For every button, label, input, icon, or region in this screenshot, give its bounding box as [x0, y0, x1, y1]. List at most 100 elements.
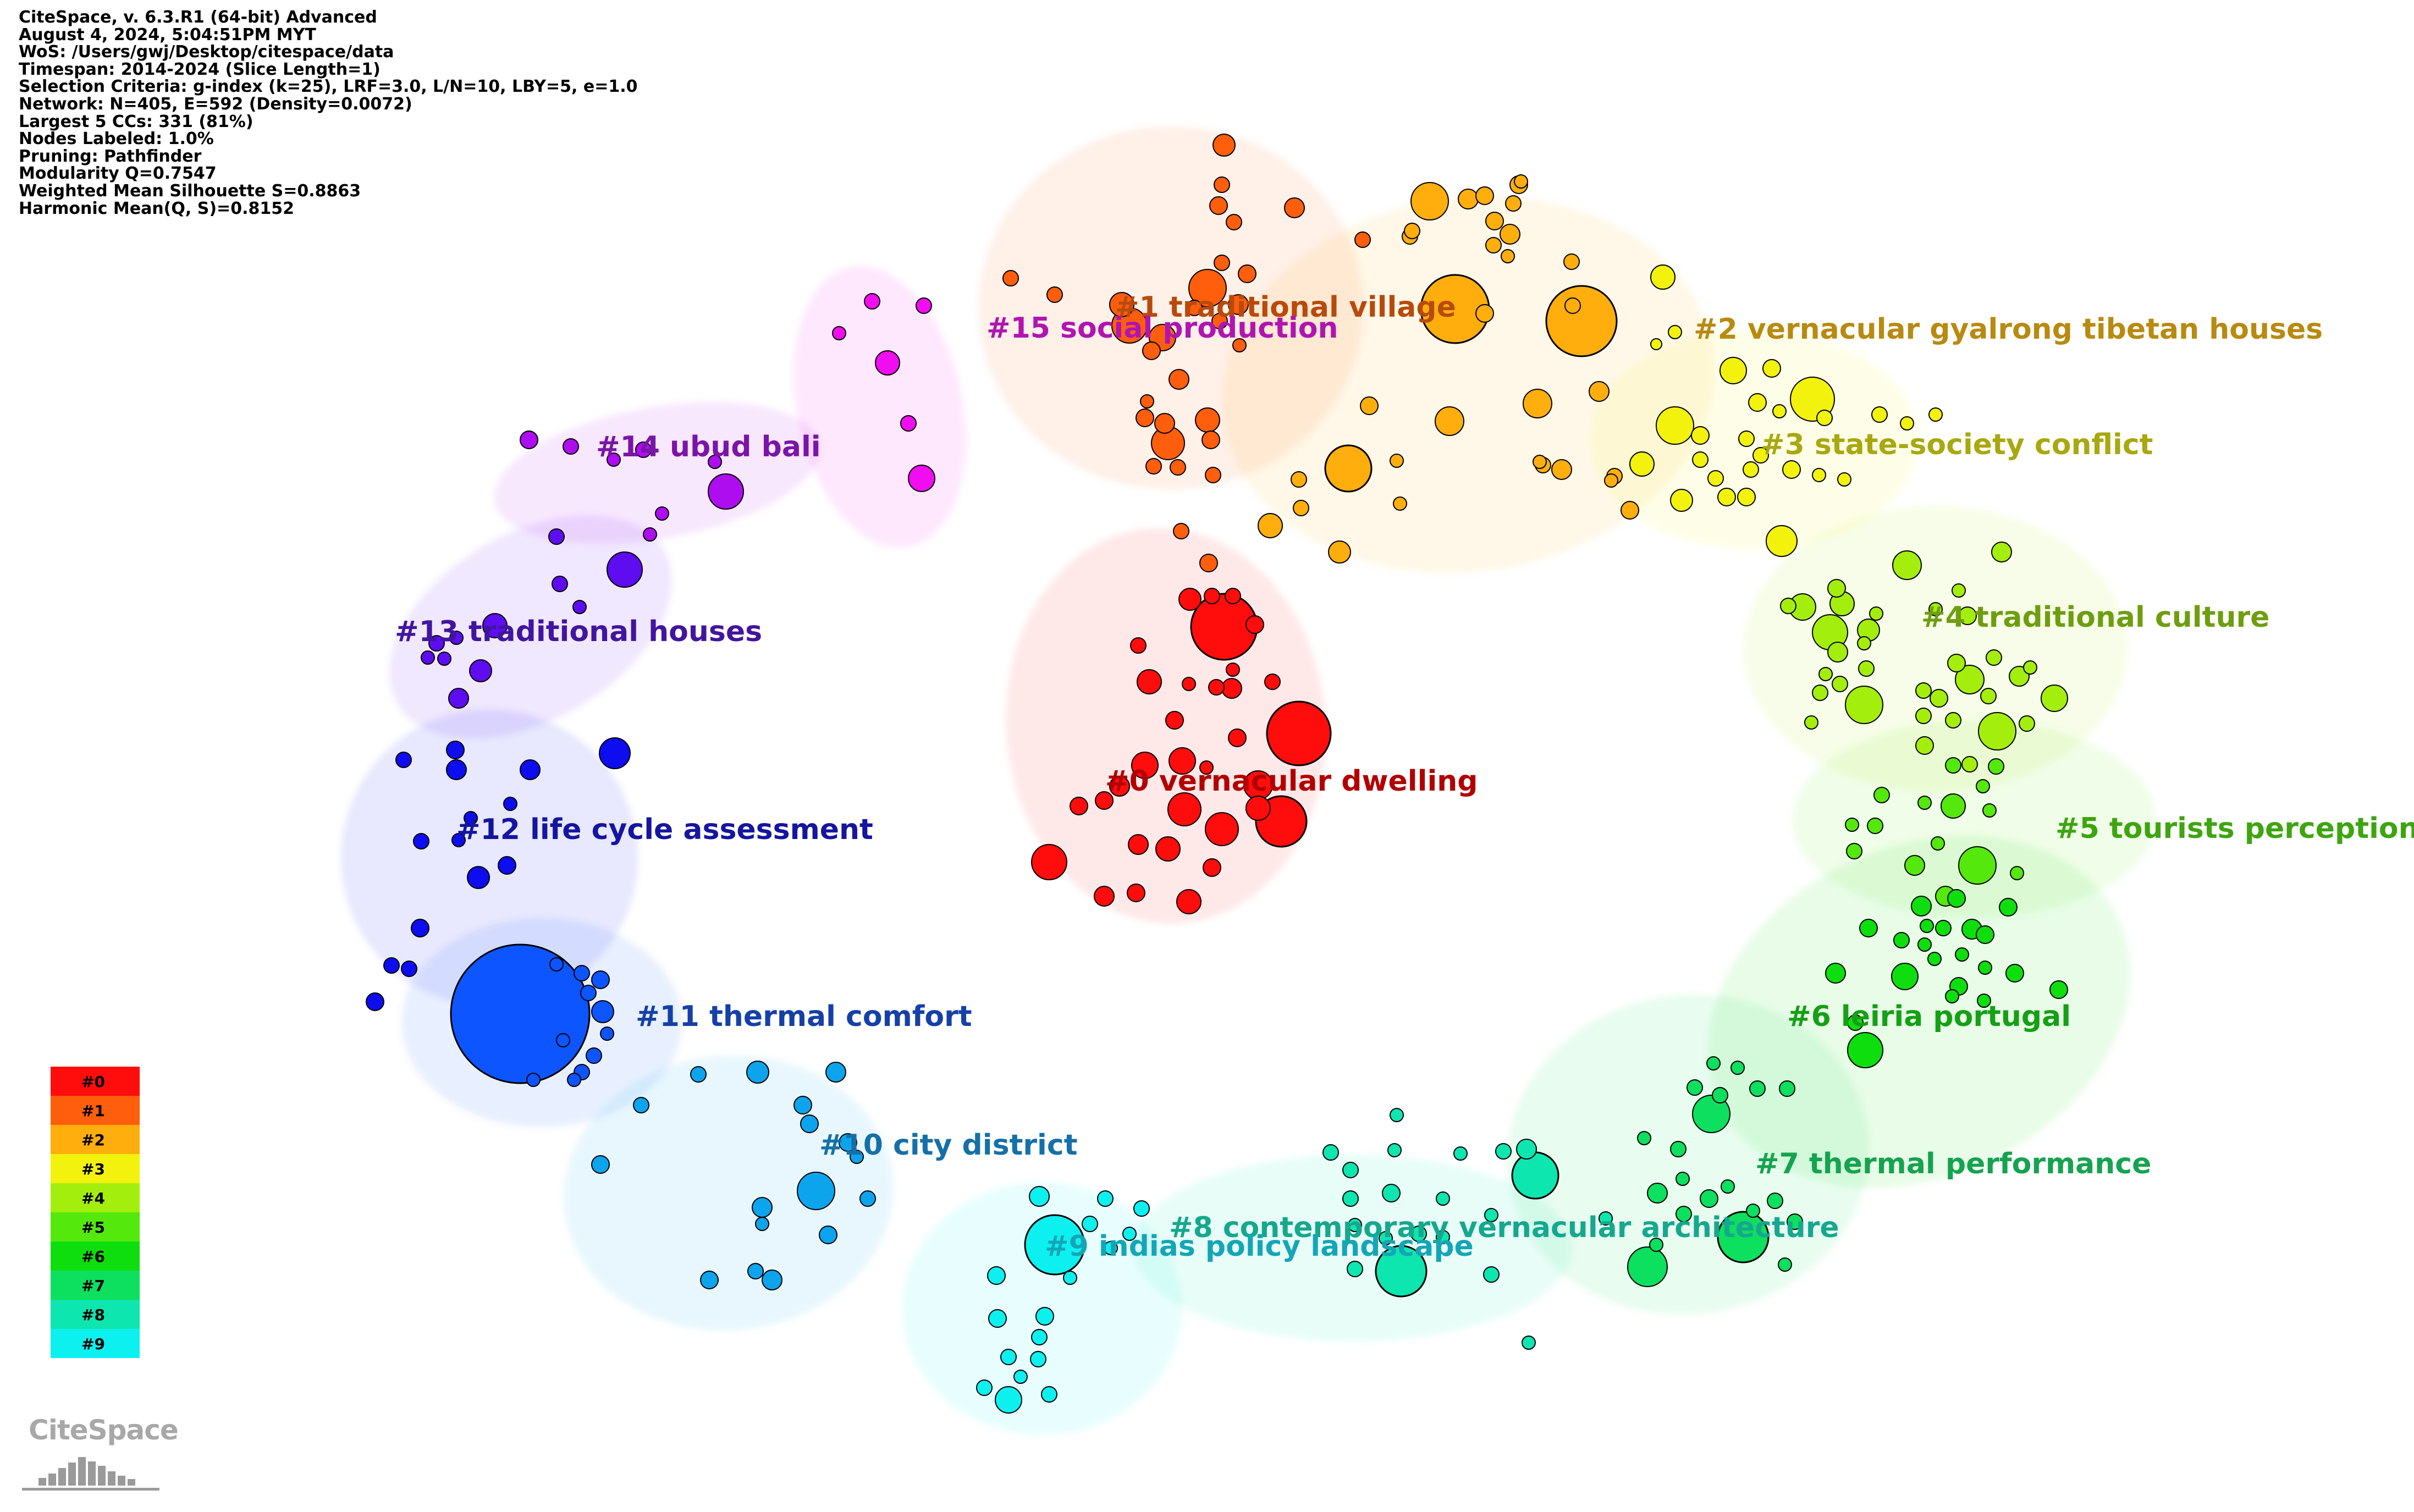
- node-cluster-0[interactable]: [1131, 752, 1159, 779]
- node-cluster-10[interactable]: [825, 1062, 846, 1083]
- node-cluster-1[interactable]: [1354, 231, 1371, 248]
- node-cluster-4[interactable]: [1857, 636, 1871, 650]
- node-cluster-3[interactable]: [1717, 488, 1736, 506]
- node-cluster-8[interactable]: [1379, 1231, 1393, 1245]
- node-cluster-0[interactable]: [1128, 834, 1149, 855]
- node-cluster-10[interactable]: [850, 1150, 864, 1164]
- node-cluster-1[interactable]: [1140, 394, 1154, 409]
- node-cluster-10[interactable]: [752, 1197, 773, 1218]
- node-cluster-8[interactable]: [1522, 1336, 1536, 1350]
- node-cluster-7[interactable]: [1706, 1056, 1721, 1070]
- node-cluster-6[interactable]: [1978, 961, 1992, 975]
- cluster-label-5[interactable]: #5 tourists perception: [2055, 812, 2414, 845]
- cluster-label-12[interactable]: #12 life cycle assessment: [456, 813, 873, 846]
- node-cluster-8[interactable]: [1453, 1146, 1468, 1161]
- node-cluster-5[interactable]: [1976, 779, 1990, 793]
- node-cluster-0[interactable]: [1137, 669, 1162, 694]
- node-cluster-13[interactable]: [428, 635, 445, 652]
- node-cluster-0[interactable]: [1264, 674, 1281, 690]
- node-cluster-2[interactable]: [1505, 195, 1522, 212]
- cluster-label-2[interactable]: #2 vernacular gyalrong tibetan houses: [1694, 313, 2323, 346]
- node-cluster-4[interactable]: [1991, 542, 2012, 562]
- node-cluster-3[interactable]: [1629, 451, 1655, 477]
- node-cluster-5[interactable]: [1917, 796, 1932, 810]
- node-cluster-7[interactable]: [1778, 1257, 1792, 1272]
- node-cluster-8[interactable]: [1483, 1266, 1500, 1283]
- node-cluster-2[interactable]: [1328, 540, 1351, 564]
- node-cluster-6[interactable]: [1847, 1032, 1883, 1068]
- node-cluster-7[interactable]: [1670, 1141, 1687, 1157]
- node-cluster-0[interactable]: [1228, 729, 1247, 747]
- node-cluster-14[interactable]: [635, 442, 652, 458]
- node-cluster-8[interactable]: [1410, 1226, 1427, 1242]
- node-cluster-3[interactable]: [1752, 447, 1769, 463]
- cluster-label-6[interactable]: #6 leiria portugal: [1787, 1000, 2071, 1033]
- node-cluster-7[interactable]: [1787, 1213, 1803, 1230]
- node-cluster-10[interactable]: [746, 1061, 769, 1084]
- node-cluster-10[interactable]: [700, 1271, 719, 1289]
- node-cluster-3[interactable]: [1650, 264, 1676, 290]
- node-cluster-13[interactable]: [449, 631, 464, 645]
- node-cluster-10[interactable]: [690, 1066, 707, 1083]
- node-cluster-8[interactable]: [1495, 1143, 1512, 1160]
- node-cluster-0[interactable]: [1094, 886, 1115, 907]
- node-cluster-1[interactable]: [1136, 409, 1154, 427]
- node-cluster-1[interactable]: [1212, 134, 1236, 157]
- node-cluster-1[interactable]: [1199, 554, 1218, 572]
- node-cluster-4[interactable]: [1961, 756, 1978, 772]
- node-cluster-2[interactable]: [1485, 212, 1504, 230]
- node-cluster-6[interactable]: [1947, 889, 1966, 908]
- node-cluster-3[interactable]: [1738, 431, 1755, 447]
- node-cluster-5[interactable]: [1988, 758, 2004, 775]
- node-cluster-1[interactable]: [1188, 269, 1227, 307]
- node-cluster-15[interactable]: [916, 297, 932, 314]
- node-cluster-12[interactable]: [520, 759, 541, 780]
- node-cluster-8[interactable]: [1516, 1139, 1537, 1160]
- node-cluster-4[interactable]: [1804, 715, 1818, 730]
- node-cluster-9[interactable]: [1029, 1186, 1050, 1207]
- node-cluster-13[interactable]: [448, 688, 469, 709]
- node-cluster-8[interactable]: [1599, 1211, 1613, 1226]
- node-cluster-0[interactable]: [1130, 637, 1147, 654]
- node-cluster-10[interactable]: [747, 1263, 764, 1279]
- node-cluster-0[interactable]: [1031, 844, 1067, 880]
- node-cluster-9[interactable]: [1035, 1307, 1054, 1326]
- node-cluster-0[interactable]: [1178, 588, 1202, 611]
- node-cluster-8[interactable]: [1375, 1245, 1428, 1298]
- node-cluster-4[interactable]: [1915, 708, 1932, 724]
- node-cluster-7[interactable]: [1627, 1246, 1668, 1287]
- node-cluster-2[interactable]: [1500, 224, 1520, 245]
- node-cluster-15[interactable]: [864, 293, 880, 310]
- node-cluster-2[interactable]: [1514, 174, 1528, 189]
- node-cluster-14[interactable]: [708, 455, 722, 469]
- node-cluster-2[interactable]: [1501, 249, 1515, 263]
- node-cluster-4[interactable]: [1858, 660, 1875, 677]
- node-cluster-13[interactable]: [437, 652, 451, 666]
- node-cluster-7[interactable]: [1712, 1087, 1728, 1103]
- node-cluster-9[interactable]: [1133, 1200, 1150, 1217]
- node-cluster-1[interactable]: [1195, 407, 1220, 433]
- node-cluster-11[interactable]: [574, 965, 590, 981]
- node-cluster-12[interactable]: [446, 741, 465, 759]
- node-cluster-9[interactable]: [1122, 1227, 1137, 1241]
- node-cluster-14[interactable]: [563, 438, 579, 455]
- node-cluster-5[interactable]: [1846, 843, 1862, 859]
- node-cluster-1[interactable]: [1211, 313, 1228, 329]
- node-cluster-0[interactable]: [1226, 663, 1240, 677]
- node-cluster-3[interactable]: [1719, 357, 1747, 384]
- node-cluster-2[interactable]: [1485, 237, 1502, 253]
- node-cluster-13[interactable]: [482, 613, 508, 638]
- node-cluster-10[interactable]: [839, 1133, 857, 1152]
- node-cluster-7[interactable]: [1746, 1204, 1760, 1218]
- node-cluster-7[interactable]: [1749, 1080, 1766, 1097]
- node-cluster-1[interactable]: [1205, 467, 1221, 483]
- node-cluster-11[interactable]: [526, 1073, 541, 1087]
- node-cluster-9[interactable]: [988, 1309, 1007, 1328]
- node-cluster-8[interactable]: [1342, 1162, 1359, 1178]
- cluster-label-10[interactable]: #10 city district: [819, 1129, 1078, 1162]
- node-cluster-6[interactable]: [1945, 989, 1959, 1003]
- node-cluster-2[interactable]: [1621, 501, 1639, 520]
- cluster-label-1[interactable]: #1 traditional village: [1115, 291, 1456, 324]
- node-cluster-4[interactable]: [2009, 666, 2030, 687]
